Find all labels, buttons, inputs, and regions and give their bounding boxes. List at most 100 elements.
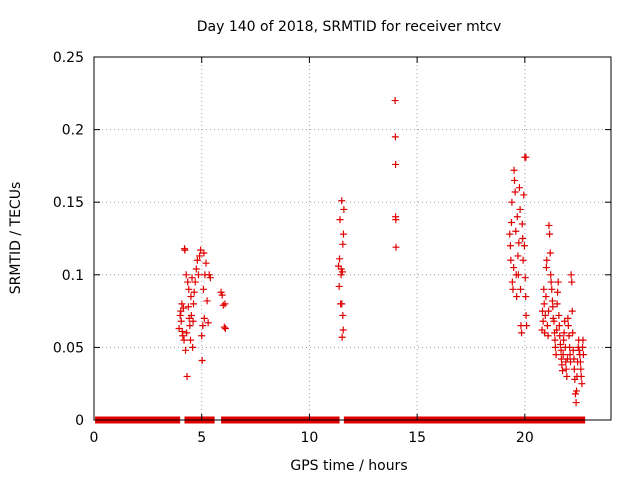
data-point [340,205,348,213]
data-point [579,351,587,359]
data-point [559,367,567,375]
data-point [577,365,585,373]
data-point [570,355,578,363]
data-point [196,252,204,260]
data-point [200,249,208,257]
data-point [539,317,547,325]
data-point [518,220,526,228]
data-point [190,300,198,308]
data-point [391,97,399,105]
data-point [522,293,530,301]
data-point [554,288,562,296]
data-point [565,332,573,340]
data-point [516,205,524,213]
data-point [515,239,523,247]
data-point [518,329,526,337]
data-point [183,329,191,337]
data-point [338,300,346,308]
data-point [522,311,530,319]
data-point [506,242,514,250]
data-point [579,343,587,351]
x-axis-label: GPS time / hours [290,458,407,474]
data-point [335,282,343,290]
x-axis-ticks: 0 5 10 15 20 [90,57,534,446]
data-point [184,278,192,286]
x-tick-label: 10 [301,430,319,446]
data-point [221,300,229,308]
data-point [191,278,199,286]
data-point [544,332,552,340]
data-point [542,293,550,301]
data-point [545,307,553,315]
y-axis-ticks: 0 0.05 0.1 0.15 0.2 0.25 [53,50,611,429]
data-point [557,346,565,354]
data-point [558,361,566,369]
data-point [522,153,530,161]
data-point [193,256,201,264]
plot-frame [93,56,612,421]
data-point [566,343,574,351]
data-point [198,332,206,340]
data-point [392,216,400,224]
data-point [336,255,344,263]
data-point [548,285,556,293]
data-point [514,271,522,279]
data-point [547,278,555,286]
data-point [553,326,561,334]
data-point [555,311,563,319]
data-point [187,293,195,301]
data-point [555,322,563,330]
data-point [338,268,346,276]
data-point [510,264,518,272]
data-point [507,256,515,264]
data-point [185,285,193,293]
data-point [550,317,558,325]
data-point [540,285,548,293]
data-point [508,278,516,286]
data-point [521,274,529,282]
data-point [506,230,514,238]
data-point [567,271,575,279]
chart-title: Day 140 of 2018, SRMTID for receiver mtc… [197,19,502,35]
data-point [573,387,581,395]
data-point [206,274,214,282]
data-point [560,329,568,337]
y-tick-label: 0 [75,413,84,429]
data-point [192,265,200,273]
data-point [546,249,554,257]
data-point [559,351,567,359]
data-point [180,336,188,344]
data-point [187,336,195,344]
data-point [187,311,195,319]
data-point [203,297,211,305]
data-point [564,314,572,322]
data-point [513,293,521,301]
data-point [338,333,346,341]
data-point [177,317,185,325]
data-point [549,303,557,311]
data-point [541,311,549,319]
x-tick-label: 20 [516,430,534,446]
data-point [564,322,572,330]
data-point [181,246,189,254]
data-point [542,264,550,272]
data-point [178,300,186,308]
data-point [568,278,576,286]
data-point [556,340,564,348]
y-tick-label: 0.2 [62,123,84,139]
data-point [199,322,207,330]
data-point [392,160,400,168]
data-point [545,221,553,229]
data-point [510,176,518,184]
x-tick-label: 0 [90,430,99,446]
data-point [219,301,227,309]
data-point [190,288,198,296]
data-point [338,197,346,205]
data-point [520,242,528,250]
data-point [198,356,206,364]
data-point [204,319,212,327]
data-point [336,216,344,224]
data-point [546,230,554,238]
data-point [339,230,347,238]
